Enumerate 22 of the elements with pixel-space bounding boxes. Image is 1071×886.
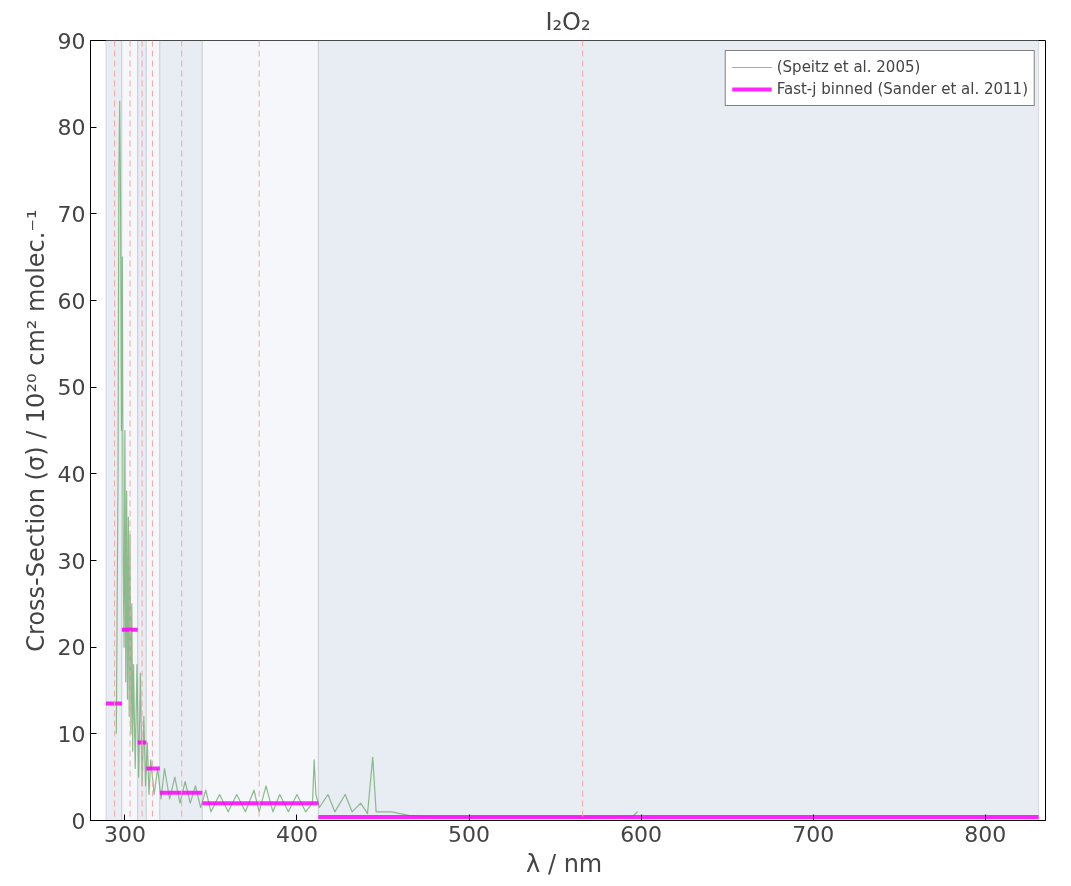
- y-tick-label: 30: [57, 548, 86, 574]
- y-tick-label: 0: [71, 808, 86, 834]
- x-tick-label: 800: [964, 821, 1007, 847]
- line-series: [115, 100, 639, 818]
- x-tick-label: 400: [275, 821, 318, 847]
- x-tick-label: 700: [792, 821, 835, 847]
- x-tick-label: 300: [103, 821, 146, 847]
- y-axis-title: Cross-Section (σ) / 10²⁰ cm² molec.⁻¹: [21, 209, 50, 652]
- legend-label: Fast-j binned (Sander et al. 2011): [776, 80, 1028, 98]
- chart-title: I₂O₂: [545, 7, 591, 36]
- y-tick-label: 90: [57, 28, 86, 54]
- y-tick-label: 20: [57, 635, 86, 661]
- legend-label: (Speitz et al. 2005): [776, 58, 921, 76]
- x-tick-label: 500: [448, 821, 491, 847]
- x-axis-title: λ / nm: [526, 849, 603, 878]
- y-tick-label: 50: [57, 375, 86, 401]
- y-tick-label: 60: [57, 288, 86, 314]
- y-tick-label: 40: [57, 461, 86, 487]
- x-tick-label: 600: [620, 821, 663, 847]
- y-tick-label: 70: [57, 201, 86, 227]
- y-tick-label: 80: [57, 115, 86, 141]
- y-tick-label: 10: [57, 721, 86, 747]
